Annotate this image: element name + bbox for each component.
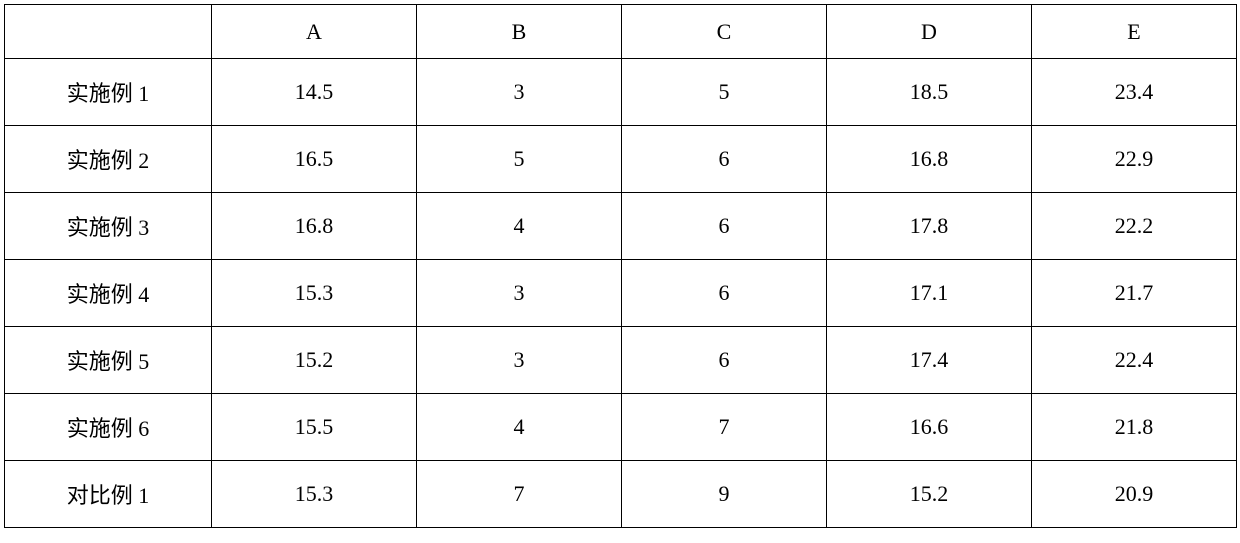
table-cell: 16.6 <box>827 394 1032 461</box>
table-cell: 3 <box>417 327 622 394</box>
table-header-cell <box>5 5 212 59</box>
table-cell: 3 <box>417 260 622 327</box>
table-cell: 6 <box>622 327 827 394</box>
data-table: A B C D E 实施例 1 14.5 3 5 18.5 23.4 实施例 2… <box>4 4 1237 528</box>
table-cell: 16.8 <box>827 126 1032 193</box>
table-cell: 21.8 <box>1032 394 1237 461</box>
table-row: 实施例 1 14.5 3 5 18.5 23.4 <box>5 59 1237 126</box>
table-cell: 6 <box>622 126 827 193</box>
table-cell: 15.3 <box>212 260 417 327</box>
table-row: 实施例 4 15.3 3 6 17.1 21.7 <box>5 260 1237 327</box>
table-cell: 14.5 <box>212 59 417 126</box>
table-cell: 6 <box>622 260 827 327</box>
table-cell: 7 <box>622 394 827 461</box>
table-cell: 实施例 6 <box>5 394 212 461</box>
table-cell: 实施例 5 <box>5 327 212 394</box>
table-cell: 3 <box>417 59 622 126</box>
table-cell: 22.2 <box>1032 193 1237 260</box>
table-header-cell: E <box>1032 5 1237 59</box>
table-cell: 22.4 <box>1032 327 1237 394</box>
table-cell: 23.4 <box>1032 59 1237 126</box>
table-cell: 15.2 <box>827 461 1032 528</box>
table-row: 实施例 6 15.5 4 7 16.6 21.8 <box>5 394 1237 461</box>
table-cell: 17.4 <box>827 327 1032 394</box>
table-cell: 22.9 <box>1032 126 1237 193</box>
table-header-cell: A <box>212 5 417 59</box>
table-row: 对比例 1 15.3 7 9 15.2 20.9 <box>5 461 1237 528</box>
table-header-row: A B C D E <box>5 5 1237 59</box>
table-cell: 18.5 <box>827 59 1032 126</box>
table-cell: 实施例 2 <box>5 126 212 193</box>
table-cell: 4 <box>417 394 622 461</box>
table-header-cell: C <box>622 5 827 59</box>
table-header-cell: B <box>417 5 622 59</box>
table-row: 实施例 3 16.8 4 6 17.8 22.2 <box>5 193 1237 260</box>
table-cell: 对比例 1 <box>5 461 212 528</box>
table-cell: 实施例 1 <box>5 59 212 126</box>
table-cell: 15.3 <box>212 461 417 528</box>
table-cell: 16.5 <box>212 126 417 193</box>
table-cell: 17.1 <box>827 260 1032 327</box>
table-cell: 9 <box>622 461 827 528</box>
table-cell: 17.8 <box>827 193 1032 260</box>
table-cell: 7 <box>417 461 622 528</box>
table-cell: 15.2 <box>212 327 417 394</box>
table-cell: 16.8 <box>212 193 417 260</box>
table-cell: 实施例 4 <box>5 260 212 327</box>
table-row: 实施例 2 16.5 5 6 16.8 22.9 <box>5 126 1237 193</box>
table-row: 实施例 5 15.2 3 6 17.4 22.4 <box>5 327 1237 394</box>
table-cell: 6 <box>622 193 827 260</box>
table-cell: 5 <box>417 126 622 193</box>
table-cell: 4 <box>417 193 622 260</box>
table-cell: 20.9 <box>1032 461 1237 528</box>
table-header-cell: D <box>827 5 1032 59</box>
table-cell: 15.5 <box>212 394 417 461</box>
table-cell: 实施例 3 <box>5 193 212 260</box>
table-cell: 5 <box>622 59 827 126</box>
table-cell: 21.7 <box>1032 260 1237 327</box>
